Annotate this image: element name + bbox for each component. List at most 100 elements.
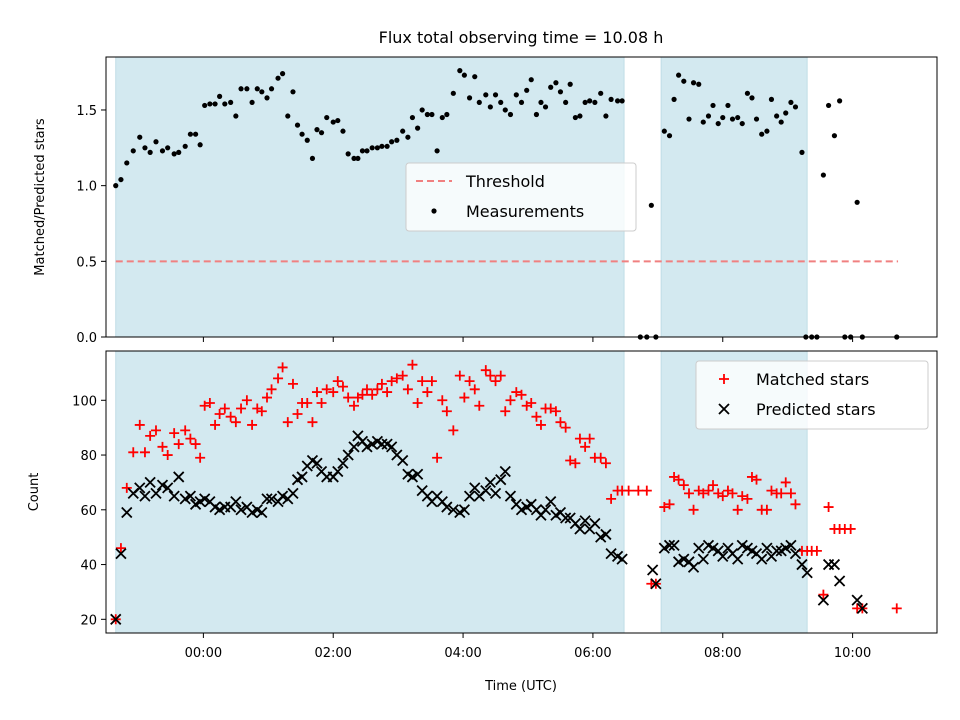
measurement-point (744, 90, 751, 96)
measurement-point (548, 84, 554, 90)
measurement-point (340, 128, 346, 134)
measurement-point (533, 111, 540, 118)
matched-stars-marker (357, 389, 368, 400)
measurement-point (476, 99, 482, 106)
top-panel-ratio: 0.0 0.5 1.0 1.5 Threshold Measurements (76, 56, 938, 346)
matched-stars-marker (526, 398, 537, 409)
measurement-point (764, 128, 770, 134)
predicted-stars-marker (484, 476, 496, 489)
predicted-stars-marker (184, 490, 197, 502)
matched-stars-marker (623, 485, 634, 496)
matched-stars-marker (173, 439, 184, 450)
measurement-point (351, 155, 357, 162)
matched-stars-marker (210, 419, 221, 430)
predicted-stars-marker (856, 602, 868, 614)
measurement-point (690, 80, 697, 86)
x-tick-label: 08:00 (704, 646, 741, 661)
matched-stars-marker (818, 589, 829, 600)
predicted-stars-marker (144, 476, 156, 489)
measurement-point (457, 68, 463, 74)
measurement-point (614, 98, 621, 104)
predicted-stars-marker (687, 561, 700, 573)
matched-stars-marker (437, 395, 448, 406)
predicted-stars-marker (265, 493, 278, 505)
legend-predicted-swatch (718, 403, 730, 415)
top-y-tick-label: 0.5 (76, 255, 97, 270)
measurement-point (130, 148, 136, 154)
measurement-point (254, 86, 260, 92)
predicted-stars-marker (697, 553, 709, 565)
predicted-stars-marker (337, 457, 349, 469)
bottom-y-tick-label: 40 (80, 559, 97, 574)
matched-stars-marker (361, 384, 372, 395)
predicted-stars-marker (785, 539, 797, 552)
matched-stars-marker (485, 370, 496, 381)
measurement-point (705, 113, 712, 119)
predicted-stars-marker (447, 504, 459, 516)
measurement-point (753, 116, 760, 122)
matched-stars-marker (391, 373, 402, 384)
x-tick-label: 06:00 (574, 646, 611, 661)
measurement-point (374, 145, 380, 151)
measurement-point (142, 145, 148, 151)
measurement-point (831, 133, 838, 139)
measurement-point (487, 104, 493, 110)
measurement-point (159, 148, 166, 154)
measurement-point (147, 149, 153, 155)
matched-stars-marker (426, 376, 437, 387)
matched-stars-marker (688, 504, 699, 515)
matched-stars-marker (531, 411, 542, 422)
bottom-y-tick-label: 80 (80, 449, 97, 464)
measurement-point (439, 114, 445, 121)
matched-stars-marker (595, 452, 606, 463)
measurement-point (384, 143, 390, 149)
measurement-point (264, 95, 270, 101)
matched-stars-marker (219, 403, 230, 414)
matched-stars-marker (412, 398, 423, 409)
matched-stars-marker (500, 406, 511, 417)
matched-stars-marker (185, 433, 196, 444)
predicted-stars-marker (789, 547, 802, 560)
matched-stars-marker (382, 387, 393, 398)
matched-stars-marker (845, 523, 856, 534)
measurement-point (309, 155, 316, 162)
top-axes-frame (105, 56, 938, 338)
measurement-point (513, 92, 519, 98)
predicted-stars-marker (469, 482, 481, 494)
measurement-point (233, 113, 239, 119)
top-y-tick-label: 1.0 (76, 180, 97, 195)
matched-stars-marker (349, 400, 360, 411)
predicted-stars-marker (342, 449, 354, 461)
predicted-stars-marker (173, 471, 185, 483)
predicted-stars-marker (756, 553, 768, 565)
top-observing-span (660, 56, 808, 338)
matched-stars-marker (560, 422, 571, 433)
measurement-point (778, 119, 784, 125)
measurement-point (324, 114, 330, 121)
predicted-stars-marker (833, 575, 846, 587)
x-tick-label: 04:00 (444, 646, 481, 661)
matched-stars-marker (580, 441, 591, 452)
matched-stars-marker (891, 603, 902, 614)
matched-stars-marker (277, 362, 288, 373)
matched-stars-marker (516, 389, 527, 400)
measurement-point (696, 81, 702, 87)
measurement-point (222, 101, 228, 107)
matched-stars-marker (454, 370, 465, 381)
predicted-stars-marker (168, 490, 180, 502)
measurement-point (192, 131, 199, 137)
matched-stars-marker (732, 504, 743, 515)
measurement-point (207, 101, 213, 107)
predicted-stars-marker (817, 594, 830, 606)
measurement-point (483, 92, 489, 98)
predicted-stars-marker (162, 482, 174, 494)
bottom-y-axis-label: Count (27, 473, 42, 512)
predicted-stars-marker (605, 547, 617, 560)
bottom-observing-span (115, 350, 625, 634)
matched-stars-marker (751, 474, 762, 485)
matched-stars-marker (474, 400, 485, 411)
matched-stars-marker (659, 502, 670, 513)
bottom-y-tick-label: 100 (72, 394, 97, 409)
measurement-point (720, 114, 726, 121)
measurement-point (389, 139, 395, 145)
